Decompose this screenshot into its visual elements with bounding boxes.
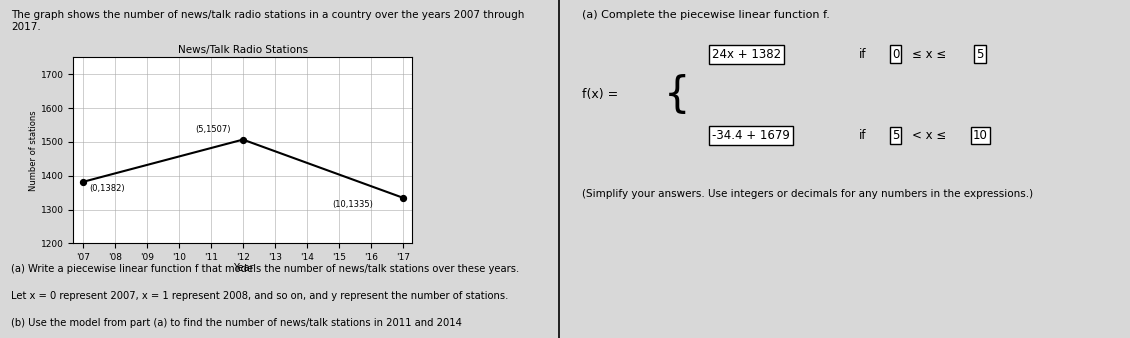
Text: 10: 10 <box>973 129 988 142</box>
Text: -34.4 + 1679: -34.4 + 1679 <box>712 129 790 142</box>
Text: if: if <box>859 129 867 142</box>
X-axis label: Year: Year <box>233 264 253 273</box>
Text: The graph shows the number of news/talk radio stations in a country over the yea: The graph shows the number of news/talk … <box>11 10 524 32</box>
Text: (a) Complete the piecewise linear function f.: (a) Complete the piecewise linear functi… <box>582 10 829 20</box>
Text: 24x + 1382: 24x + 1382 <box>712 48 781 61</box>
Text: < x ≤: < x ≤ <box>913 129 947 142</box>
Point <box>234 137 252 142</box>
Point <box>394 195 412 200</box>
Text: ≤ x ≤: ≤ x ≤ <box>913 48 947 61</box>
Text: (0,1382): (0,1382) <box>89 184 125 193</box>
Text: f(x) =: f(x) = <box>582 88 618 101</box>
Text: (10,1335): (10,1335) <box>332 200 373 209</box>
Text: (5,1507): (5,1507) <box>195 125 231 134</box>
Text: 0: 0 <box>892 48 899 61</box>
Text: 5: 5 <box>976 48 984 61</box>
Text: (a) Write a piecewise linear function f that models the number of news/talk stat: (a) Write a piecewise linear function f … <box>11 264 520 274</box>
Text: if: if <box>859 48 867 61</box>
Text: 5: 5 <box>892 129 899 142</box>
Y-axis label: Number of stations: Number of stations <box>29 110 38 191</box>
Text: (Simplify your answers. Use integers or decimals for any numbers in the expressi: (Simplify your answers. Use integers or … <box>582 189 1033 199</box>
Point <box>73 179 92 185</box>
Text: (b) Use the model from part (a) to find the number of news/talk stations in 2011: (b) Use the model from part (a) to find … <box>11 318 462 328</box>
Text: Let x = 0 represent 2007, x = 1 represent 2008, and so on, and y represent the n: Let x = 0 represent 2007, x = 1 represen… <box>11 291 508 301</box>
Text: {: { <box>664 74 690 116</box>
Title: News/Talk Radio Stations: News/Talk Radio Stations <box>177 45 308 55</box>
